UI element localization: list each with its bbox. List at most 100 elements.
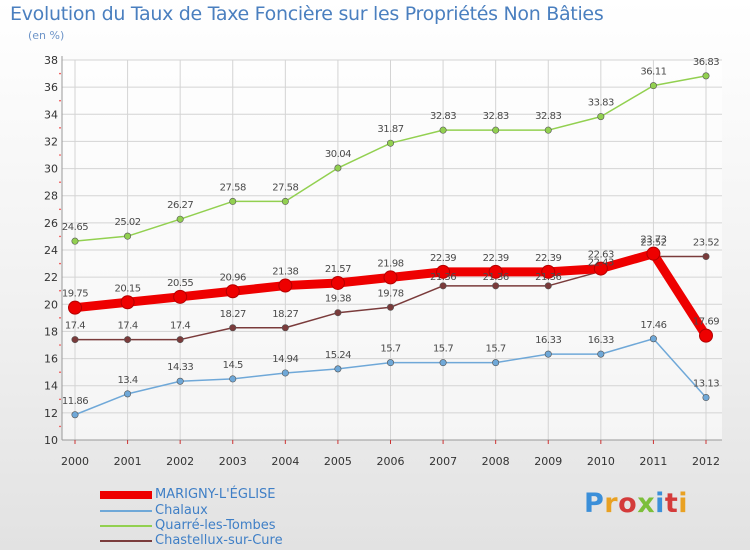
- data-label: 21.98: [377, 258, 403, 269]
- y-minor-tick: [59, 317, 61, 319]
- data-label: 18.27: [272, 309, 298, 320]
- data-label: 23.52: [640, 238, 666, 249]
- data-label: 24.65: [62, 222, 88, 233]
- data-label: 20.15: [115, 283, 141, 294]
- data-label: 21.57: [325, 264, 351, 275]
- logo-letter: r: [604, 488, 619, 519]
- y-minor-tick: [59, 371, 61, 373]
- data-point: [544, 350, 552, 358]
- data-point: [124, 232, 132, 240]
- data-point: [593, 261, 608, 276]
- x-tick-label: 2004: [271, 455, 299, 468]
- logo-letter: i: [678, 488, 689, 519]
- data-label: 16.33: [535, 335, 561, 346]
- y-minor-tick: [59, 127, 61, 129]
- data-label: 21.36: [535, 272, 561, 283]
- x-tick-label: 2011: [639, 455, 667, 468]
- x-tick-label: 2006: [377, 455, 405, 468]
- data-label: 25.02: [115, 217, 141, 228]
- legend-swatch-quarre: [100, 525, 152, 527]
- data-label: 19.75: [62, 289, 88, 300]
- legend-swatch-chalaux: [100, 510, 152, 512]
- data-label: 19.78: [377, 288, 403, 299]
- data-label: 15.7: [433, 344, 453, 355]
- data-label: 18.27: [220, 309, 246, 320]
- data-point: [702, 394, 710, 402]
- data-label: 21.38: [272, 267, 298, 278]
- data-point: [334, 309, 342, 317]
- x-tick-label: 2010: [587, 455, 615, 468]
- data-label: 27.58: [272, 182, 298, 193]
- data-point: [229, 197, 237, 205]
- data-label: 17.4: [117, 321, 137, 332]
- y-tick-label: 34: [44, 108, 58, 121]
- data-point: [229, 324, 237, 332]
- y-tick-label: 14: [44, 380, 58, 393]
- data-label: 22.39: [535, 253, 561, 264]
- chart-subtitle: (en %): [28, 29, 65, 42]
- data-label: 32.83: [535, 111, 561, 122]
- data-point: [386, 359, 394, 367]
- data-point: [699, 328, 713, 343]
- data-label: 32.83: [430, 111, 456, 122]
- data-point: [436, 264, 451, 279]
- legend-label-quarre: Quarré-les-Tombes: [155, 518, 276, 533]
- data-point: [649, 335, 657, 343]
- data-point: [439, 282, 447, 290]
- data-point: [541, 264, 556, 279]
- data-point: [492, 126, 500, 134]
- data-label: 16.33: [588, 335, 614, 346]
- data-label: 22.39: [430, 253, 456, 264]
- y-minor-tick: [59, 99, 61, 102]
- data-label: 36.83: [693, 57, 719, 68]
- data-label: 31.87: [377, 124, 403, 135]
- y-minor-tick: [59, 289, 61, 292]
- legend-swatch-marigny: [100, 491, 152, 499]
- data-point: [124, 390, 132, 398]
- data-point: [68, 300, 82, 315]
- x-tick-label: 2005: [324, 455, 352, 468]
- data-point: [702, 72, 710, 80]
- y-tick-label: 24: [44, 244, 58, 257]
- data-label: 20.55: [167, 278, 193, 289]
- data-label: 33.83: [588, 98, 614, 109]
- data-point: [544, 126, 552, 134]
- data-label: 36.11: [640, 67, 666, 78]
- data-point: [176, 336, 184, 344]
- data-point: [544, 282, 552, 290]
- data-label: 15.7: [486, 344, 506, 355]
- data-label: 30.04: [325, 149, 351, 160]
- y-tick-label: 30: [44, 163, 58, 176]
- legend-label-chalaux: Chalaux: [155, 503, 208, 518]
- data-point: [702, 253, 710, 261]
- y-tick-label: 26: [44, 217, 58, 230]
- data-label: 22.43: [588, 257, 614, 268]
- data-point: [281, 369, 289, 377]
- data-label: 17.46: [640, 320, 666, 331]
- data-point: [334, 365, 342, 373]
- data-point: [176, 377, 184, 385]
- y-minor-tick: [59, 262, 61, 265]
- data-label: 14.5: [223, 360, 243, 371]
- data-label: 17.69: [693, 317, 719, 328]
- y-tick-label: 22: [44, 271, 58, 284]
- data-point: [173, 289, 188, 304]
- x-tick-label: 2007: [429, 455, 457, 468]
- y-minor-tick: [59, 344, 61, 346]
- data-point: [225, 284, 240, 299]
- legend-swatch-chastellux: [100, 540, 152, 542]
- data-point: [71, 237, 79, 245]
- x-tick-label: 2003: [219, 455, 247, 468]
- data-label: 13.4: [117, 375, 137, 386]
- y-minor-tick: [59, 154, 61, 156]
- data-label: 21.36: [483, 272, 509, 283]
- data-point: [439, 126, 447, 134]
- data-label: 15.24: [325, 350, 351, 361]
- x-tick-label: 2009: [534, 455, 562, 468]
- x-tick-label: 2002: [166, 455, 194, 468]
- data-point: [71, 411, 79, 419]
- data-point: [439, 359, 447, 367]
- y-tick-label: 12: [44, 407, 58, 420]
